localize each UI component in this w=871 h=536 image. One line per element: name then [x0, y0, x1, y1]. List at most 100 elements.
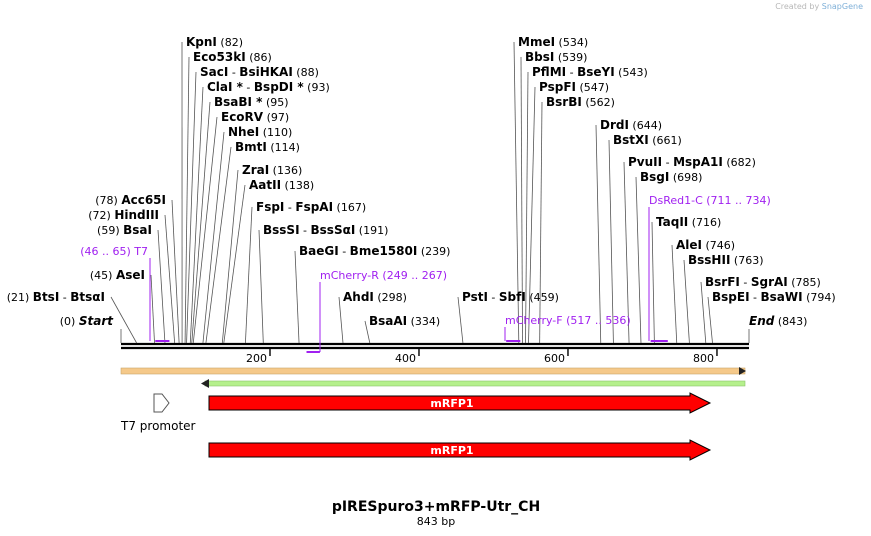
site-position: (698)	[669, 171, 702, 184]
site-label: BspEI - BsaWI (794)	[712, 290, 836, 304]
site-name: SacI	[200, 65, 228, 79]
site-position: (644)	[629, 119, 662, 132]
ruler-tick-label: 400	[395, 352, 416, 365]
site-label: PvuII - MspA1I (682)	[628, 155, 756, 169]
separator: -	[59, 291, 70, 304]
site-position: (45)	[90, 269, 113, 282]
site-leader	[595, 124, 602, 344]
green-bar	[204, 380, 746, 387]
site-name: PspFI	[539, 80, 576, 94]
start-text: Start	[79, 314, 114, 328]
site-name: BsrFI	[705, 275, 740, 289]
site-isoschizomer: BssSαI	[311, 223, 356, 237]
ruler-tick-label: 800	[693, 352, 714, 365]
site-label: (45) AseI	[90, 268, 145, 282]
site-label: FspI - FspAI (167)	[256, 200, 366, 214]
site-label: AatII (138)	[249, 178, 314, 192]
site-name: BsaAI	[369, 314, 407, 328]
site-name: BsaI	[123, 223, 152, 237]
site-position: (86)	[246, 51, 272, 64]
site-name: BssHII	[688, 253, 730, 267]
watermark-brand: SnapGene	[821, 2, 863, 11]
start-position: (0)	[60, 315, 76, 328]
site-position: (59)	[97, 224, 120, 237]
site-label: BstXI (661)	[613, 133, 682, 147]
site-label: TaqII (716)	[656, 215, 721, 229]
site-name: HindIII	[114, 208, 159, 222]
end-text: End	[749, 314, 775, 328]
site-isoschizomer: SbfI	[499, 290, 526, 304]
separator: -	[339, 245, 350, 258]
site-position: (97)	[263, 111, 289, 124]
site-position: (82)	[217, 36, 243, 49]
site-position: (547)	[576, 81, 609, 94]
site-label: EcoRV (97)	[221, 110, 289, 124]
site-isoschizomer: SgrAI	[751, 275, 788, 289]
site-position: (763)	[730, 254, 763, 267]
site-name: PstI	[462, 290, 488, 304]
site-leader	[525, 71, 529, 344]
site-leader	[528, 86, 536, 344]
separator: -	[740, 276, 751, 289]
end-position: (843)	[774, 315, 807, 328]
site-leader	[164, 214, 176, 344]
site-name: BtsI	[33, 290, 60, 304]
watermark-prefix: Created by	[775, 2, 820, 11]
site-name: BaeGI	[299, 244, 339, 258]
site-leader	[171, 199, 180, 344]
site-position: (543)	[615, 66, 648, 79]
site-label: BsaBI * (95)	[214, 95, 289, 109]
separator: -	[662, 156, 673, 169]
primer-range: (249 .. 267)	[382, 269, 447, 282]
site-label: BssHII (763)	[688, 253, 763, 267]
primer-label: mCherry-F (517 .. 536)	[505, 314, 631, 327]
site-position: (562)	[582, 96, 615, 109]
site-leader	[338, 296, 344, 344]
ruler-tick-label: 200	[246, 352, 267, 365]
site-label: (21) BtsI - BtsαI	[7, 290, 105, 304]
primer-label: mCherry-R (249 .. 267)	[320, 269, 447, 282]
site-position: (114)	[267, 141, 300, 154]
site-name: BsrBI	[546, 95, 582, 109]
site-position: (794)	[803, 291, 836, 304]
site-isoschizomer: BsiHKAI	[239, 65, 293, 79]
site-isoschizomer: BspDI *	[254, 80, 304, 94]
site-leader	[707, 296, 713, 344]
site-label: (72) HindIII	[88, 208, 159, 222]
site-leader	[683, 259, 690, 344]
site-leader	[189, 86, 204, 344]
site-leader	[245, 206, 253, 344]
separator: -	[300, 224, 311, 237]
site-label: NheI (110)	[228, 125, 292, 139]
site-position: (682)	[723, 156, 756, 169]
site-name: AhdI	[343, 290, 374, 304]
primer-name: DsRed1-C	[649, 194, 703, 207]
site-position: (459)	[526, 291, 559, 304]
watermark: Created by SnapGene	[775, 2, 863, 11]
site-position: (110)	[259, 126, 292, 139]
site-isoschizomer: BsaWI	[761, 290, 803, 304]
site-name: ClaI *	[207, 80, 244, 94]
site-name: DrdI	[600, 118, 629, 132]
site-label: BmtI (114)	[235, 140, 300, 154]
site-name: MmeI	[518, 35, 555, 49]
separator: -	[243, 81, 254, 94]
green-bar-arrowhead	[201, 379, 209, 388]
site-position: (138)	[281, 179, 314, 192]
mrfp1-arrow	[208, 439, 712, 461]
primer-name: T7	[133, 245, 148, 258]
site-name: AatII	[249, 178, 281, 192]
mrfp1-label: mRFP1	[430, 397, 473, 410]
site-leader	[364, 320, 371, 344]
separator: -	[750, 291, 761, 304]
site-leader	[186, 71, 197, 344]
site-position: (539)	[554, 51, 587, 64]
site-name: PflMI	[532, 65, 566, 79]
site-position: (661)	[649, 134, 682, 147]
site-leader	[700, 281, 707, 344]
site-leader	[184, 56, 190, 344]
site-name: Eco53kI	[193, 50, 246, 64]
site-label: BbsI (539)	[525, 50, 587, 64]
site-position: (136)	[269, 164, 302, 177]
